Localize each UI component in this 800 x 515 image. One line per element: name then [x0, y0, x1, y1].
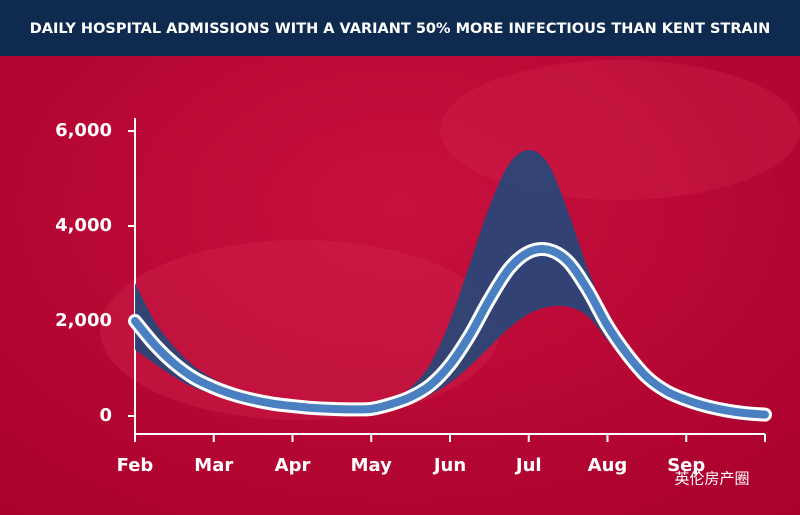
x-tick-label: Apr	[275, 455, 311, 476]
x-tick-label: Jul	[514, 455, 542, 476]
x-tick-label: Sep	[667, 455, 705, 476]
y-tick-label: 0	[99, 405, 112, 426]
line	[131, 244, 769, 419]
chart-title: DAILY HOSPITAL ADMISSIONS WITH A VARIANT…	[30, 21, 770, 37]
x-tick-label: Feb	[117, 455, 154, 476]
x-tick-label: Mar	[194, 455, 233, 476]
y-tick-label: 2,000	[55, 310, 112, 331]
y-tick-label: 4,000	[55, 215, 112, 236]
title-banner	[0, 0, 800, 56]
x-tick-label: Aug	[588, 455, 628, 476]
watermark: 英伦房产圈	[674, 470, 749, 488]
y-tick-label: 6,000	[55, 120, 112, 141]
x-tick-label: Jun	[432, 455, 466, 476]
background-shape	[440, 60, 800, 200]
x-tick-label: May	[351, 455, 393, 476]
